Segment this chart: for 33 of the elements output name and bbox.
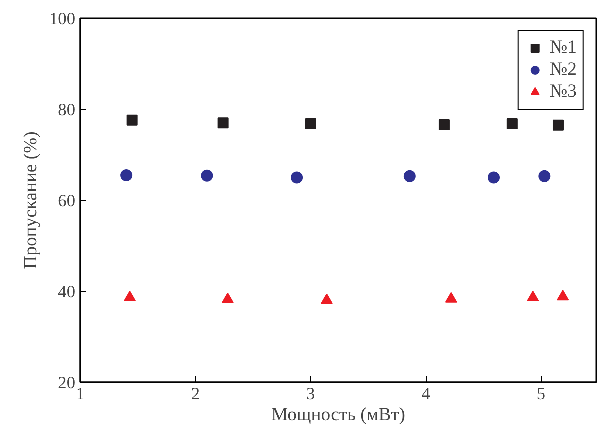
x-tick-label: 3	[306, 384, 316, 404]
legend-label: №3	[550, 81, 577, 103]
x-tick-label: 4	[422, 384, 431, 404]
point	[126, 114, 138, 126]
point	[538, 170, 551, 182]
point	[506, 118, 518, 130]
point	[404, 170, 416, 182]
x-tick-label: 5	[536, 384, 546, 404]
point	[488, 172, 500, 184]
point	[124, 291, 136, 302]
x-tick-label: 2	[191, 384, 200, 404]
point	[305, 118, 316, 130]
point	[438, 119, 450, 130]
point	[320, 294, 333, 304]
legend-label: №1	[550, 37, 577, 59]
point	[222, 292, 234, 304]
x-tick-label: 1	[76, 384, 85, 404]
y-tick-label: 60	[58, 192, 76, 210]
point	[445, 292, 458, 303]
y-tick-label: 20	[58, 374, 76, 392]
legend-label: №2	[550, 59, 577, 81]
point	[557, 290, 570, 301]
point	[201, 170, 214, 182]
y-tick-label: 100	[50, 10, 76, 28]
point	[527, 291, 540, 302]
x-axis-title: Мощность (мВт)	[271, 404, 406, 426]
point	[552, 120, 564, 131]
point	[218, 118, 229, 129]
y-axis-title: Пропускание (%)	[20, 132, 42, 270]
y-tick-label: 40	[58, 282, 76, 302]
point	[291, 172, 304, 184]
y-tick-label: 80	[58, 100, 76, 120]
point	[120, 169, 133, 182]
